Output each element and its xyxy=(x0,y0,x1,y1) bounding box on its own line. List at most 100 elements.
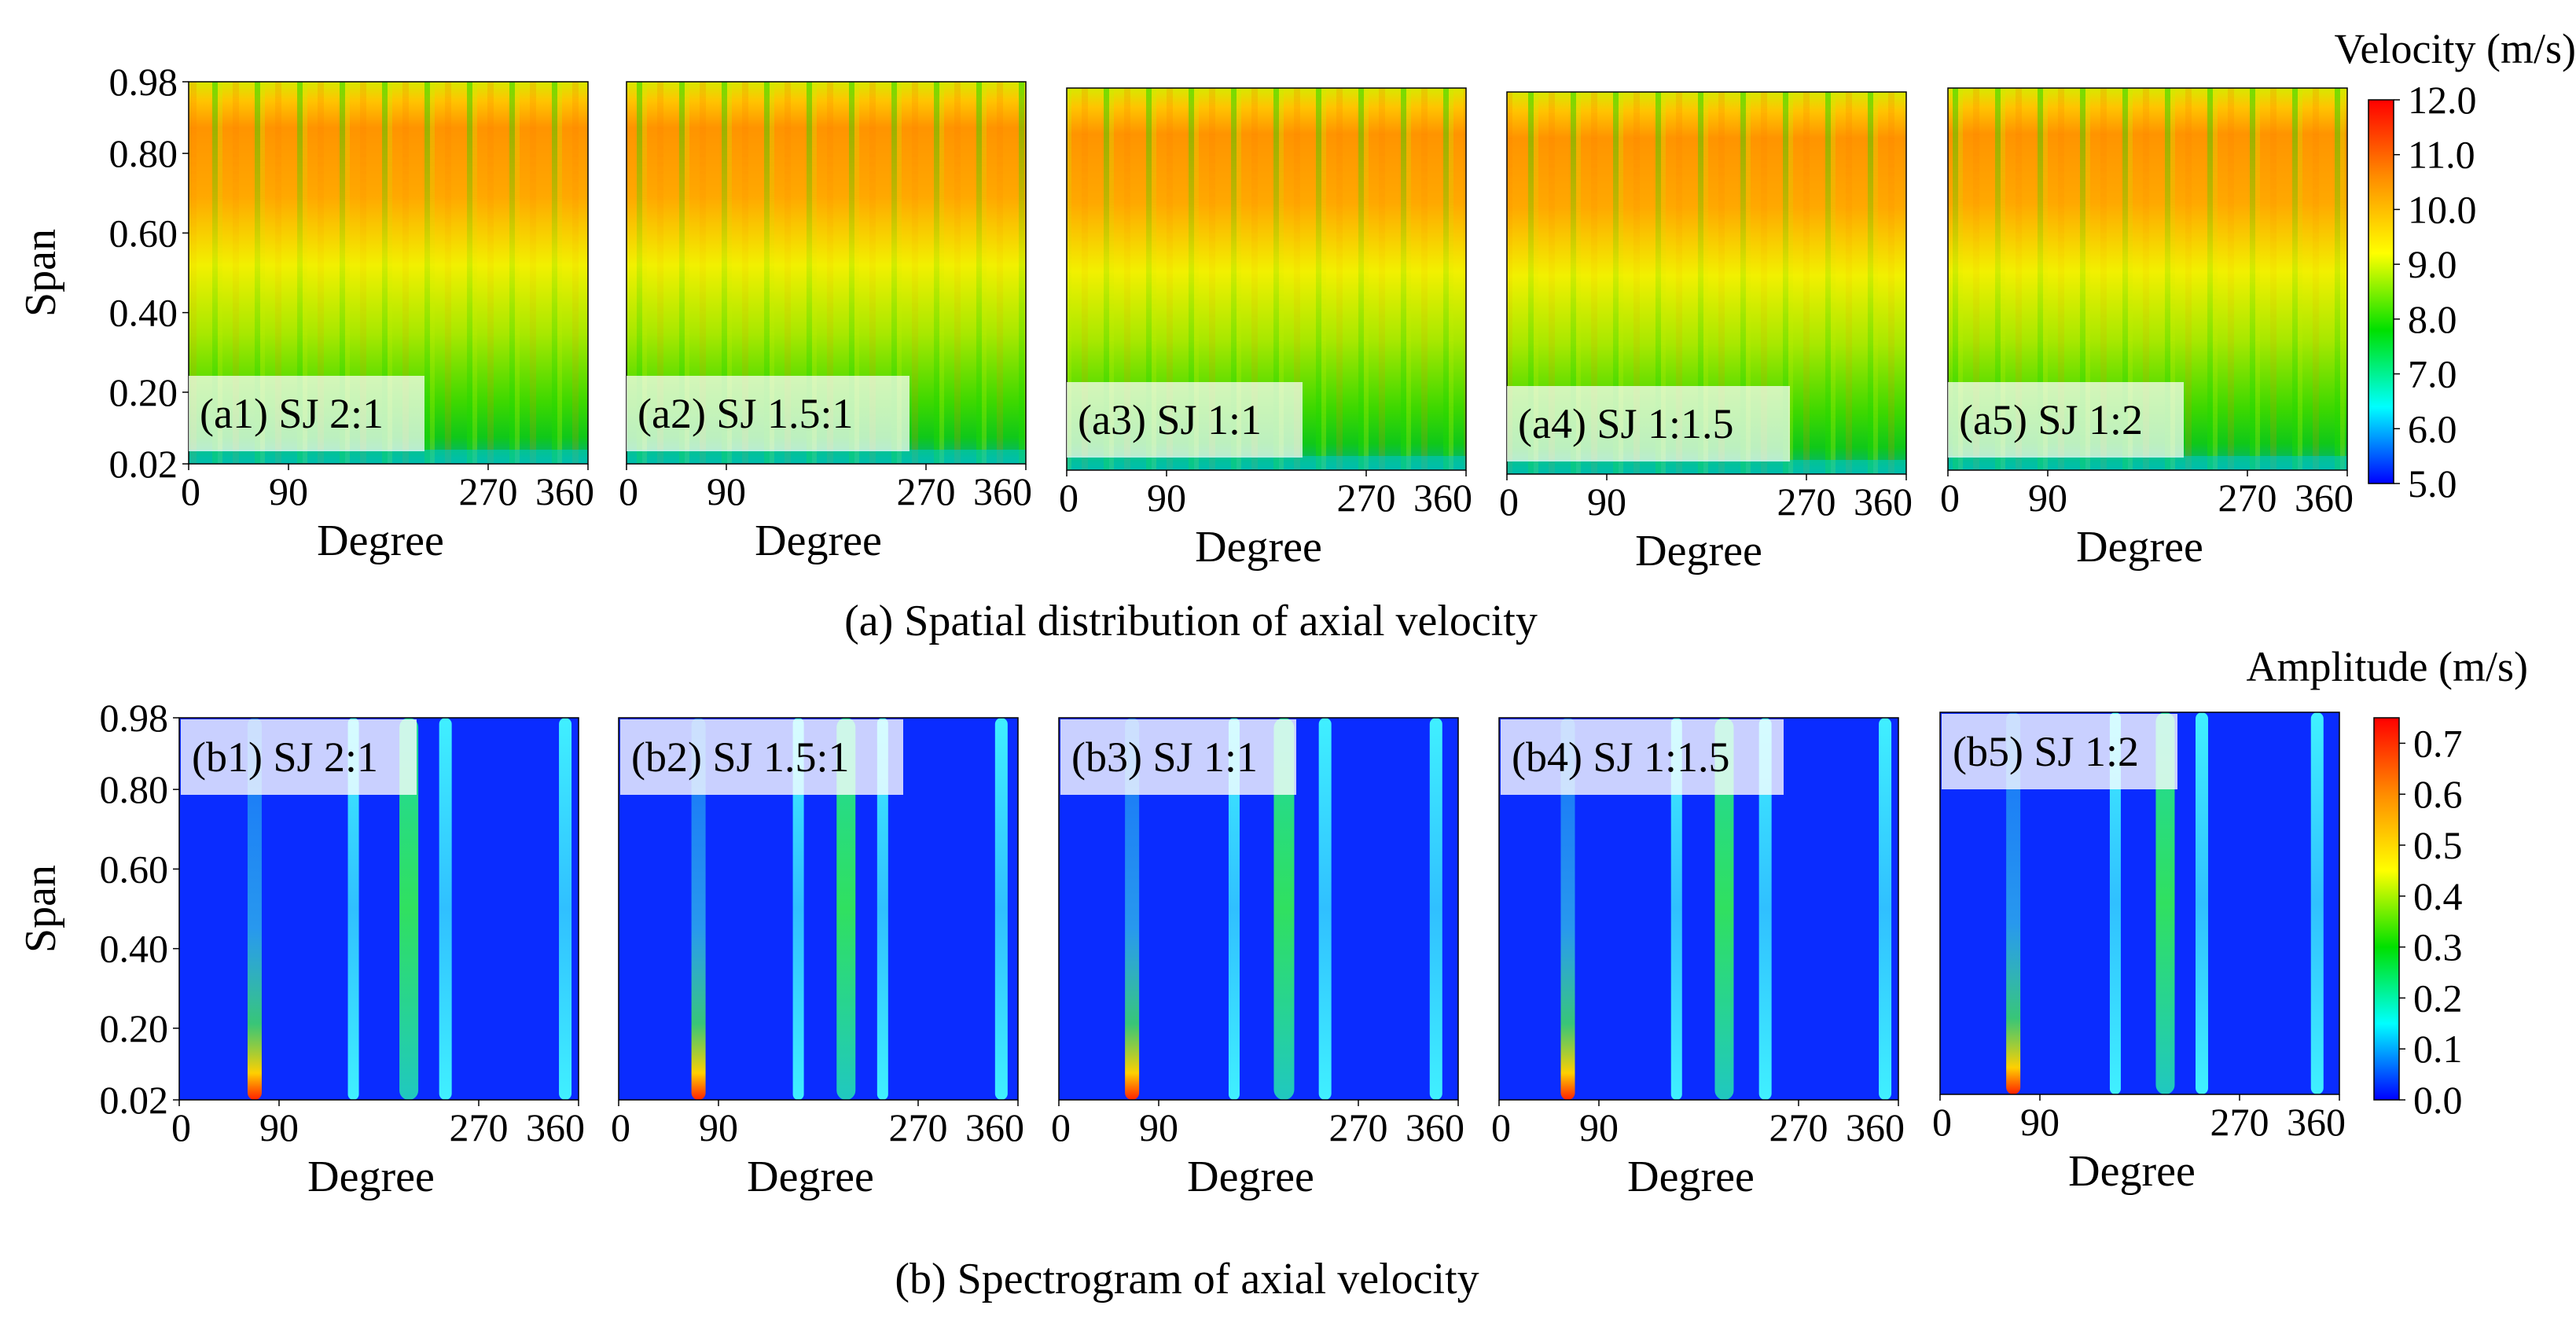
panel-label-box xyxy=(1942,714,2177,789)
colorbar-tick-label: 0.0 xyxy=(2413,1078,2463,1122)
amplitude-colorbar-bar xyxy=(2373,717,2400,1101)
colorbar-tick-label: 0.6 xyxy=(2413,772,2463,816)
x-tick-label: 90 xyxy=(1579,1105,1619,1149)
hub-low-velocity-band xyxy=(189,450,588,464)
spectrogram-streak xyxy=(876,718,888,1100)
spectrogram-streak xyxy=(2310,712,2324,1094)
colorbar-tick-label: 11.0 xyxy=(2408,133,2475,177)
colorbar-tick-label: 0.7 xyxy=(2413,721,2463,765)
spectrogram-streak xyxy=(2006,712,2021,1094)
x-tick-label: 360 xyxy=(1413,476,1472,520)
panel-label-box xyxy=(1507,386,1790,461)
x-axis-label: Degree xyxy=(317,517,444,565)
spectrogram-streak xyxy=(1273,718,1295,1100)
plot-frame xyxy=(178,717,579,1101)
y-tick-label: 0.40 xyxy=(100,927,169,971)
panel-label-box xyxy=(189,376,424,451)
y-tick-label: 0.60 xyxy=(100,847,169,891)
velocity-panel: (a5) SJ 1:2 0 90 270 360 Degree xyxy=(1940,87,2354,572)
x-tick-label: 270 xyxy=(2218,476,2277,520)
y-axis-label: Span xyxy=(17,865,65,953)
x-tick-label: 0 xyxy=(171,1105,191,1149)
velocity-panel: (a1) SJ 2:10 90 270 360 Degree xyxy=(181,81,594,565)
colorbar-tick-label: 8.0 xyxy=(2408,297,2457,341)
x-tick-label: 270 xyxy=(459,469,518,513)
plot-frame xyxy=(626,81,1027,465)
y-tick-label: 0.80 xyxy=(100,767,169,811)
colorbar-tick-label: 12.0 xyxy=(2408,78,2477,122)
x-tick-label: 90 xyxy=(2028,476,2067,520)
colorbar-tick-label: 5.0 xyxy=(2408,461,2457,506)
plot-frame xyxy=(1498,717,1899,1101)
spectrogram-streak xyxy=(2155,712,2175,1094)
spectrogram-streak xyxy=(994,718,1008,1100)
x-tick-label: 360 xyxy=(526,1105,585,1149)
spectrogram-panel: (b3) SJ 1:1 0 90 270 360 Degree xyxy=(1051,717,1464,1201)
spectrogram-panel: (b2) SJ 1.5:1 0 90 270 360 Degree xyxy=(611,717,1024,1201)
y-tick-label: 0.60 xyxy=(109,211,178,255)
y-tick-label: 0.20 xyxy=(109,370,178,414)
spectrogram-panel: (b5) SJ 1:2 0 90 270 360 Degree xyxy=(1932,711,2346,1196)
spectrogram-streak xyxy=(347,718,359,1100)
panel-label: (b5) SJ 1:2 xyxy=(1953,728,2139,775)
spectrogram-streak xyxy=(1228,718,1240,1100)
panel-label: (a4) SJ 1:1.5 xyxy=(1518,400,1733,447)
spectrogram-streak xyxy=(1670,718,1682,1100)
panel-label-box xyxy=(1060,719,1296,795)
x-tick-label: 360 xyxy=(1846,1105,1905,1149)
spectrogram-streak xyxy=(836,718,856,1100)
x-tick-label: 0 xyxy=(1499,480,1519,524)
x-tick-label: 90 xyxy=(2020,1100,2060,1144)
x-tick-label: 90 xyxy=(259,1105,299,1149)
colorbar-tick-label: 9.0 xyxy=(2408,242,2457,286)
panel-label: (a3) SJ 1:1 xyxy=(1078,396,1262,443)
hub-low-velocity-band xyxy=(1948,456,2347,470)
x-axis-label: Degree xyxy=(755,517,882,565)
plot-frame xyxy=(1939,711,2340,1095)
plot-frame xyxy=(618,717,1019,1101)
panel-label-box xyxy=(1948,382,2184,458)
panel-label: (a1) SJ 2:1 xyxy=(200,390,384,437)
spectrogram-streak xyxy=(1714,718,1734,1100)
spectrogram-streak xyxy=(1318,718,1332,1100)
y-tick-label: 0.02 xyxy=(109,442,178,486)
x-tick-label: 90 xyxy=(1147,476,1186,520)
spectrogram-streak xyxy=(1560,718,1575,1100)
y-tick-label: 0.98 xyxy=(109,60,178,104)
velocity-panel: (a3) SJ 1:1 0 90 270 360 Degree xyxy=(1059,87,1472,572)
spectrogram-streak xyxy=(399,718,419,1100)
spectrogram-streak xyxy=(1758,718,1772,1100)
spectrogram-panel: (b4) SJ 1:1.5 0 90 270 360 Degree xyxy=(1491,717,1905,1201)
colorbar-tick-label: 10.0 xyxy=(2408,187,2477,231)
panel-label: (b3) SJ 1:1 xyxy=(1071,734,1258,781)
panel-label-box xyxy=(627,376,910,451)
hub-low-velocity-band xyxy=(627,450,1026,464)
spectrogram-panel: (b1) SJ 2:1 0 90 270 360 Degree xyxy=(171,717,585,1201)
colorbar-tick-label: 0.5 xyxy=(2413,823,2463,867)
x-tick-label: 270 xyxy=(897,469,956,513)
plot-frame xyxy=(1947,87,2348,471)
spectrogram-row: (b1) SJ 2:1 0 90 270 360 Degree (b2) SJ 1.5:1 0… xyxy=(17,643,2528,1303)
x-tick-label: 90 xyxy=(269,469,308,513)
amplitude-colorbar: Amplitude (m/s) 0.7 0.6 0.5 0.4 0.3 0.2 0.1 0.0 xyxy=(2247,643,2528,1122)
panel-label: (b2) SJ 1.5:1 xyxy=(631,734,850,781)
y-tick-label: 0.98 xyxy=(100,696,169,740)
y-axis-label: Span xyxy=(17,229,65,317)
hub-low-velocity-band xyxy=(1067,456,1466,470)
x-tick-label: 360 xyxy=(535,469,594,513)
velocity-colorbar: Velocity (m/s) 12.0 11.0 10.0 9.0 8.0 7.0 6.0 5… xyxy=(2335,25,2576,506)
x-tick-label: 270 xyxy=(1777,480,1836,524)
panel-label: (a5) SJ 1:2 xyxy=(1959,396,2143,443)
spectrogram-caption: (b) Spectrogram of axial velocity xyxy=(895,1255,1479,1303)
spectrogram-y-axis: 0.98 0.80 0.60 0.40 0.20 0.02 Span xyxy=(17,696,179,1122)
x-tick-label: 0 xyxy=(1059,476,1079,520)
x-axis-label: Degree xyxy=(1627,1153,1755,1201)
panel-label: (b4) SJ 1:1.5 xyxy=(1512,734,1730,781)
velocity-colorbar-title: Velocity (m/s) xyxy=(2335,25,2576,72)
x-tick-label: 90 xyxy=(1139,1105,1178,1149)
panel-label-box xyxy=(1501,719,1784,795)
spectrogram-streak xyxy=(1125,718,1140,1100)
colorbar-tick-label: 0.2 xyxy=(2413,976,2463,1020)
